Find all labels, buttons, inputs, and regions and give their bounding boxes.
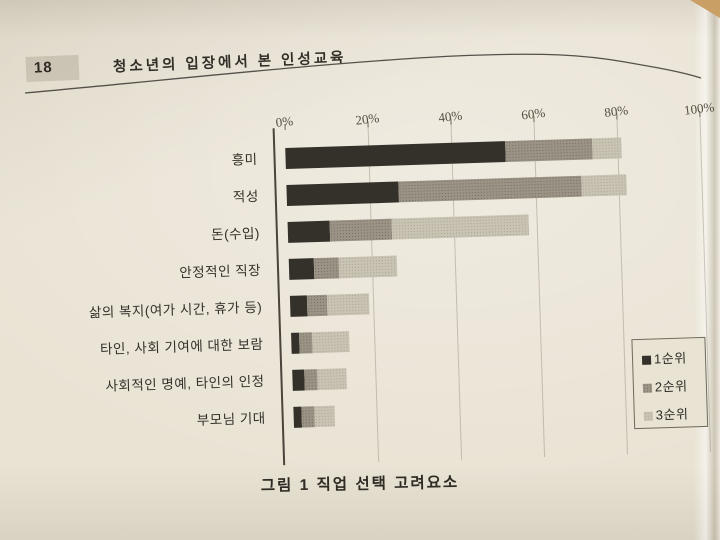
legend-item: 2순위 [642,375,688,394]
legend-swatch-rank1 [641,355,652,365]
bar-track [292,368,347,391]
bar-track [289,293,370,317]
bar-segment-rank1 [288,258,315,280]
legend-swatch-rank2 [642,383,653,393]
bar-segment-rank3 [317,368,347,391]
bar-segment-rank3 [338,255,398,279]
bar-segment-rank3 [592,137,622,160]
bar-segment-rank2 [304,369,318,391]
legend-item-label: 2순위 [654,378,688,395]
bar-segment-rank1 [289,295,308,317]
bar-segment-rank1 [287,220,330,243]
legend-item: 1순위 [641,347,687,366]
bar-segment-rank2 [505,138,593,163]
stacked-bar-chart: 0% 20% 40% 60% 80% 100% 흥미 적성 돈(수입) 안정적인 직장 삶의 복지(… [0,86,720,488]
bar-segment-rank3 [314,405,336,428]
bar-segment-rank1 [286,181,400,206]
header-title: 청소년의 입장에서 본 인성교육 [112,50,347,76]
bar-segment-rank3 [580,174,628,197]
bar-segment-rank3 [391,214,529,240]
bar-segment-rank1 [285,141,506,169]
page-number-highlight: 18 [25,54,80,82]
legend-item-label: 1순위 [653,350,687,367]
bar-segment-rank2 [306,294,328,317]
bar-track [285,137,622,169]
bar-track [291,331,350,354]
bar-segment-rank3 [327,293,370,316]
bar-track [287,214,529,243]
bar-track [288,255,398,280]
bar-segment-rank2 [301,406,315,428]
bar-segment-rank3 [311,331,350,354]
bar-segment-rank2 [398,175,582,203]
bar-segment-rank2 [313,257,340,280]
x-axis-tick-mark [284,123,286,130]
bar-row-label: 부모님 기대 [196,410,266,428]
legend-item-label: 3순위 [655,406,689,423]
page-number: 18 [33,58,53,77]
legend: 1순위 2순위 3순위 [631,336,709,430]
bar-track [286,174,628,206]
bar-segment-rank1 [292,369,306,391]
page-header: 18 청소년의 입장에서 본 인성교육 [25,40,456,82]
legend-swatch-rank3 [643,411,653,421]
legend-item: 3순위 [643,403,689,422]
bar-segment-rank2 [299,332,313,354]
bar-track [293,405,336,428]
bar-segment-rank2 [329,218,392,242]
